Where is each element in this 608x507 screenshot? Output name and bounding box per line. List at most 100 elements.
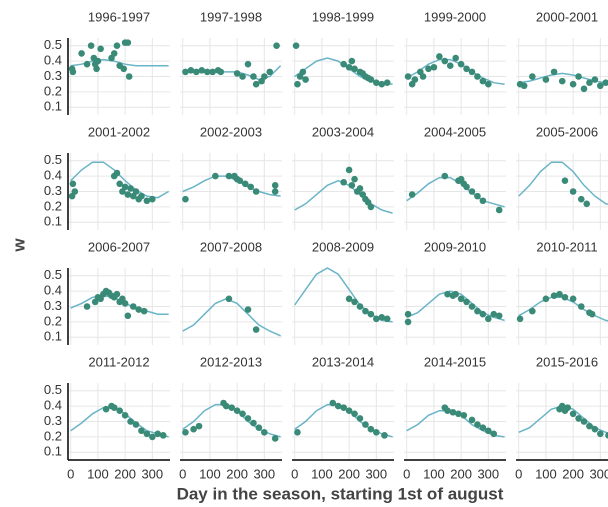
x-tick-label: 0: [67, 466, 74, 481]
panel-title: 2015-2016: [536, 354, 598, 369]
panel: 2015-2016 0 100 200 300: [515, 354, 608, 481]
data-point: [362, 307, 369, 315]
data-point: [244, 306, 252, 313]
data-point: [411, 76, 419, 83]
data-point: [348, 57, 356, 65]
data-point: [154, 430, 162, 438]
data-point: [597, 430, 604, 438]
data-point: [495, 206, 503, 214]
x-tick-label: 0: [179, 466, 186, 481]
data-point: [228, 404, 235, 411]
data-point: [102, 405, 110, 413]
data-point: [149, 195, 156, 203]
data-point: [252, 80, 260, 88]
data-point: [542, 295, 550, 303]
y-tick-label: 0.3: [44, 298, 62, 313]
data-point: [474, 192, 481, 200]
y-tick-label: 0.1: [44, 329, 62, 344]
data-point: [345, 295, 353, 303]
data-point: [250, 73, 257, 80]
panel-title: 2005-2006: [536, 124, 598, 139]
panel: 1999-2000: [404, 9, 506, 115]
y-tick-label: 0.5: [44, 152, 62, 167]
y-tick-label: 0.4: [44, 283, 62, 298]
data-point: [550, 68, 558, 76]
data-point: [124, 191, 132, 198]
panel: 2014-2015 0 100 200 300: [403, 354, 506, 481]
fit-line: [294, 179, 393, 214]
y-tick-label: 0.5: [44, 37, 62, 52]
data-point: [94, 57, 102, 65]
data-point: [125, 73, 133, 80]
panel-title: 2012-2013: [200, 354, 262, 369]
y-tick-label: 0.1: [44, 214, 62, 229]
data-point: [138, 192, 145, 200]
data-point: [252, 326, 260, 333]
data-point: [83, 303, 91, 310]
fit-line: [518, 72, 608, 84]
data-point: [222, 402, 230, 410]
data-point: [495, 312, 503, 320]
data-point: [373, 315, 380, 323]
data-point: [457, 60, 465, 68]
data-point: [490, 430, 498, 438]
data-point: [367, 76, 375, 83]
data-point: [404, 73, 412, 80]
data-point: [292, 42, 300, 49]
data-point: [299, 68, 307, 76]
data-point: [485, 315, 492, 323]
y-tick-label: 0.1: [44, 444, 62, 459]
panel: 2008-2009: [292, 239, 394, 345]
panel: 2000-2001: [516, 9, 608, 115]
data-point: [569, 188, 577, 195]
data-point: [239, 410, 246, 418]
y-tick-label: 0.3: [44, 68, 62, 83]
data-point: [261, 73, 268, 80]
panel: 1997-1998: [180, 9, 282, 115]
data-point: [430, 63, 438, 71]
x-tick-label: 100: [311, 466, 333, 481]
data-point: [356, 185, 364, 192]
data-point: [252, 188, 260, 195]
data-point: [149, 433, 156, 441]
data-point: [236, 177, 244, 185]
data-point: [302, 76, 309, 83]
data-point: [602, 79, 608, 86]
data-point: [457, 295, 465, 303]
data-point: [233, 70, 241, 77]
data-point: [121, 183, 129, 191]
data-point: [378, 313, 386, 321]
data-point: [116, 180, 123, 188]
data-point: [132, 188, 140, 195]
data-point: [340, 178, 347, 186]
data-point: [404, 310, 412, 318]
data-point: [132, 421, 140, 428]
data-point: [340, 60, 347, 68]
data-point: [452, 290, 459, 298]
data-point: [97, 45, 104, 53]
panel-title: 1998-1999: [312, 9, 374, 24]
data-point: [116, 407, 123, 415]
data-point: [69, 68, 77, 76]
panel: 2012-2013 0 100 200 300: [179, 354, 282, 481]
data-point: [580, 85, 588, 93]
data-point: [367, 310, 375, 318]
data-point: [460, 412, 468, 419]
x-tick-label: 200: [562, 466, 584, 481]
y-tick-label: 0.4: [44, 168, 62, 183]
panel: 1996-1997 0.10.20.30.40.5: [44, 9, 170, 115]
data-point: [182, 428, 189, 436]
data-point: [182, 68, 189, 76]
data-point: [244, 60, 252, 68]
x-tick-label: 200: [338, 466, 360, 481]
x-tick-label: 0: [291, 466, 298, 481]
panel-title: 1996-1997: [88, 9, 150, 24]
data-point: [569, 410, 577, 418]
x-tick-label: 0: [515, 466, 522, 481]
panel-title: 1999-2000: [424, 9, 486, 24]
data-point: [124, 312, 132, 320]
data-point: [468, 188, 476, 195]
data-point: [140, 307, 148, 315]
data-point: [334, 402, 342, 410]
